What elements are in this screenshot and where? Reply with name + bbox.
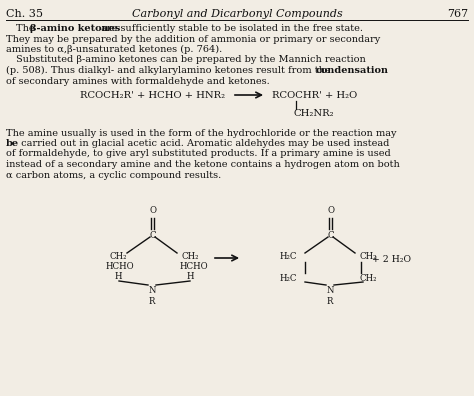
Text: They may be prepared by the addition of ammonia or primary or secondary: They may be prepared by the addition of …: [6, 34, 380, 44]
Text: HCHO: HCHO: [106, 262, 135, 271]
Text: CH₂: CH₂: [110, 252, 128, 261]
Text: N: N: [148, 286, 156, 295]
Text: be: be: [6, 139, 19, 148]
Text: The amine usually is used in the form of the hydrochloride or the reaction may: The amine usually is used in the form of…: [6, 128, 396, 137]
Text: H: H: [187, 272, 194, 281]
Text: RCOCH₂R' + HCHO + HNR₂: RCOCH₂R' + HCHO + HNR₂: [80, 91, 225, 100]
Text: R: R: [149, 297, 155, 306]
Text: RCOCHR' + H₂O: RCOCHR' + H₂O: [272, 91, 357, 100]
Text: carried out in glacial acetic acid. Aromatic aldehydes may be used instead: carried out in glacial acetic acid. Arom…: [18, 139, 389, 148]
Text: H: H: [115, 272, 122, 281]
Text: Carbonyl and Dicarbonyl Compounds: Carbonyl and Dicarbonyl Compounds: [132, 9, 342, 19]
Text: O: O: [149, 206, 156, 215]
Text: 767: 767: [447, 9, 468, 19]
Text: CH₂: CH₂: [360, 252, 377, 261]
Text: amines to α,β-unsaturated ketones (p. 764).: amines to α,β-unsaturated ketones (p. 76…: [6, 45, 222, 54]
Text: C: C: [327, 231, 334, 240]
Text: Ch. 35: Ch. 35: [6, 9, 43, 19]
Text: H₂C: H₂C: [280, 274, 298, 283]
Text: CH₂NR₂: CH₂NR₂: [294, 109, 335, 118]
Text: of secondary amines with formaldehyde and ketones.: of secondary amines with formaldehyde an…: [6, 76, 270, 86]
Text: + 2 H₂O: + 2 H₂O: [372, 255, 411, 264]
Text: Substituted β-amino ketones can be prepared by the Mannich reaction: Substituted β-amino ketones can be prepa…: [16, 55, 366, 65]
Text: (p. 508). Thus dialkyl- and alkylarylamino ketones result from the: (p. 508). Thus dialkyl- and alkylarylami…: [6, 66, 334, 75]
Text: The: The: [16, 24, 38, 33]
Text: β-amino ketones: β-amino ketones: [30, 24, 121, 33]
Text: are sufficiently stable to be isolated in the free state.: are sufficiently stable to be isolated i…: [98, 24, 363, 33]
Text: CH₂: CH₂: [182, 252, 200, 261]
Text: HCHO: HCHO: [180, 262, 209, 271]
Text: O: O: [327, 206, 334, 215]
Text: H₂C: H₂C: [280, 252, 298, 261]
Text: CH₂: CH₂: [360, 274, 377, 283]
Text: α carbon atoms, a cyclic compound results.: α carbon atoms, a cyclic compound result…: [6, 171, 221, 179]
Text: C: C: [149, 231, 156, 240]
Text: R: R: [327, 297, 333, 306]
Text: instead of a secondary amine and the ketone contains a hydrogen atom on both: instead of a secondary amine and the ket…: [6, 160, 400, 169]
Text: of formaldehyde, to give aryl substituted products. If a primary amine is used: of formaldehyde, to give aryl substitute…: [6, 150, 391, 158]
Text: condensation: condensation: [316, 66, 389, 75]
Text: N: N: [326, 286, 334, 295]
